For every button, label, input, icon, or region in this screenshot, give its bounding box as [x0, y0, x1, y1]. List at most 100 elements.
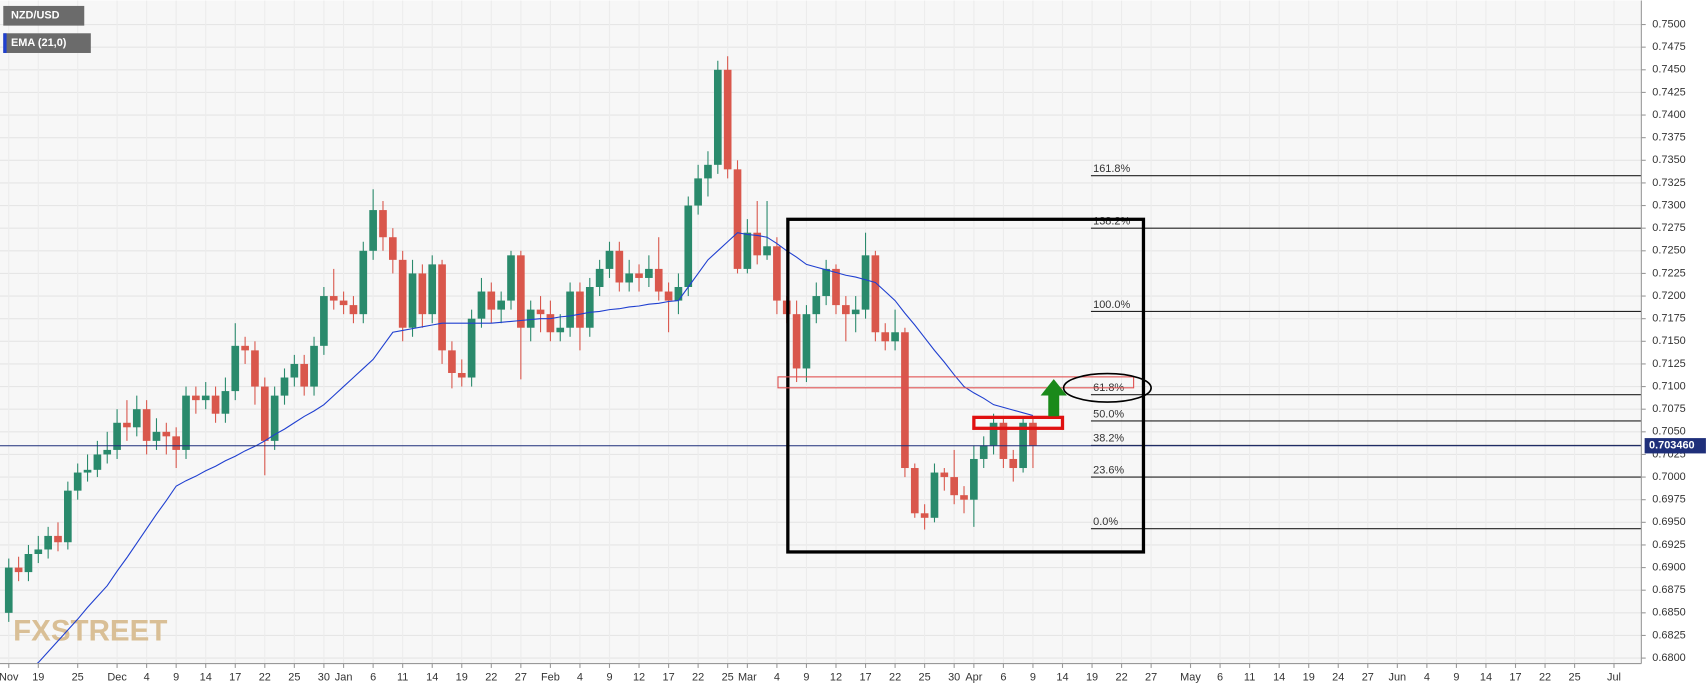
x-tick-label: 9: [606, 672, 612, 684]
x-tick-label: 19: [32, 672, 44, 684]
resistance-zone: [777, 376, 1135, 389]
x-tick-label: Dec: [107, 672, 127, 684]
x-tick-label: 25: [72, 672, 84, 684]
fib-label: 0.0%: [1093, 516, 1118, 528]
candle-body: [142, 409, 151, 441]
x-tick-label: 9: [1030, 672, 1036, 684]
candle-body: [989, 422, 998, 446]
x-tick-label: 6: [370, 672, 376, 684]
candle-body: [960, 495, 968, 500]
x-tick-label: 22: [692, 672, 704, 684]
x-tick-label: 25: [722, 672, 734, 684]
candle-body: [388, 237, 397, 260]
candle-body: [625, 273, 634, 283]
x-tick-label: 14: [426, 672, 438, 684]
last-price-label: 0.703460: [1649, 440, 1695, 452]
x-tick-label: 25: [919, 672, 931, 684]
candle-body: [44, 535, 52, 550]
candle-body: [192, 395, 200, 401]
x-tick-label: 22: [889, 672, 901, 684]
x-tick-label: Feb: [541, 672, 560, 684]
x-tick-label: 11: [397, 672, 408, 684]
fib-label: 138.2%: [1093, 216, 1130, 228]
fib-label: 50.0%: [1093, 408, 1124, 420]
candle-body: [674, 287, 683, 301]
legend-box: [3, 33, 91, 53]
y-tick-label: 0.7275: [1652, 222, 1685, 234]
candle-body: [526, 309, 535, 328]
legend-label: EMA (21,0): [11, 37, 67, 49]
y-tick-label: 0.7475: [1652, 41, 1685, 53]
candle-body: [566, 291, 574, 328]
x-tick-label: 19: [1086, 672, 1098, 684]
candle-body: [369, 210, 377, 251]
x-tick-label: 14: [1056, 672, 1068, 684]
target-ellipse: [1062, 372, 1152, 403]
candle-body: [103, 449, 112, 455]
y-tick-label: 0.7225: [1652, 267, 1685, 279]
candle-body: [290, 363, 299, 378]
x-tick-label: 14: [1480, 672, 1492, 684]
axes: 0.6800 0.6825 0.6850 0.6875 0.6900 0.6925 0.69…: [0, 18, 1706, 684]
y-tick-label: 0.7400: [1652, 109, 1685, 121]
candle-body: [517, 255, 525, 328]
candle-body: [1029, 422, 1037, 446]
candle-body: [556, 327, 565, 333]
fib-label: 38.2%: [1093, 433, 1124, 445]
x-tick-label: Jun: [1389, 672, 1407, 684]
y-tick-label: 0.7450: [1652, 64, 1685, 76]
candle-body: [310, 345, 318, 387]
candle-body: [231, 345, 240, 392]
x-tick-label: Jan: [335, 672, 353, 684]
candle-body: [172, 436, 181, 450]
y-tick-label: 0.6900: [1652, 561, 1685, 573]
candle-body: [260, 386, 269, 441]
candle-body: [901, 332, 909, 469]
candle-body: [930, 472, 939, 518]
candle-body: [300, 363, 309, 387]
candle-body: [871, 255, 880, 333]
candle-body: [113, 422, 121, 450]
candle-body: [349, 305, 358, 315]
x-tick-label: Jul: [1607, 672, 1621, 684]
candle-body: [861, 255, 870, 310]
y-tick-label: 0.7175: [1652, 313, 1685, 325]
x-tick-label: 19: [456, 672, 468, 684]
candle-body: [83, 469, 92, 473]
x-tick-label: 4: [1424, 672, 1430, 684]
candle-body: [1009, 458, 1018, 469]
x-tick-label: Nov: [0, 672, 19, 684]
legend: NZD/USD EMA (21,0): [3, 5, 91, 53]
candle-body: [842, 305, 850, 315]
candle-body: [733, 169, 742, 269]
candle-body: [763, 246, 771, 256]
y-tick-label: 0.6850: [1652, 607, 1685, 619]
resistance-zone: [972, 415, 1065, 430]
candle-body: [428, 264, 437, 315]
candle-body: [152, 431, 161, 441]
x-tick-label: 30: [948, 672, 960, 684]
x-tick-label: 4: [144, 672, 150, 684]
ema-line: [36, 232, 1034, 664]
x-tick-label: Mar: [738, 672, 757, 684]
candle-body: [408, 273, 417, 328]
candle-body: [64, 490, 72, 543]
candle-body: [713, 69, 722, 165]
x-tick-label: May: [1180, 672, 1201, 684]
candle-body: [723, 69, 732, 170]
candle-body: [694, 178, 702, 206]
candle-body: [93, 454, 102, 470]
x-tick-label: 22: [259, 672, 271, 684]
candle-body: [802, 314, 811, 369]
candle-body: [773, 246, 781, 301]
x-tick-label: 4: [774, 672, 780, 684]
x-tick-label: 9: [1453, 672, 1459, 684]
candle-body: [241, 345, 249, 351]
candle-body: [595, 268, 604, 288]
x-tick-label: Apr: [965, 672, 982, 684]
x-tick-label: 17: [662, 672, 674, 684]
candle-body: [251, 350, 259, 387]
candle-body: [635, 273, 643, 278]
candle-body: [329, 296, 338, 301]
